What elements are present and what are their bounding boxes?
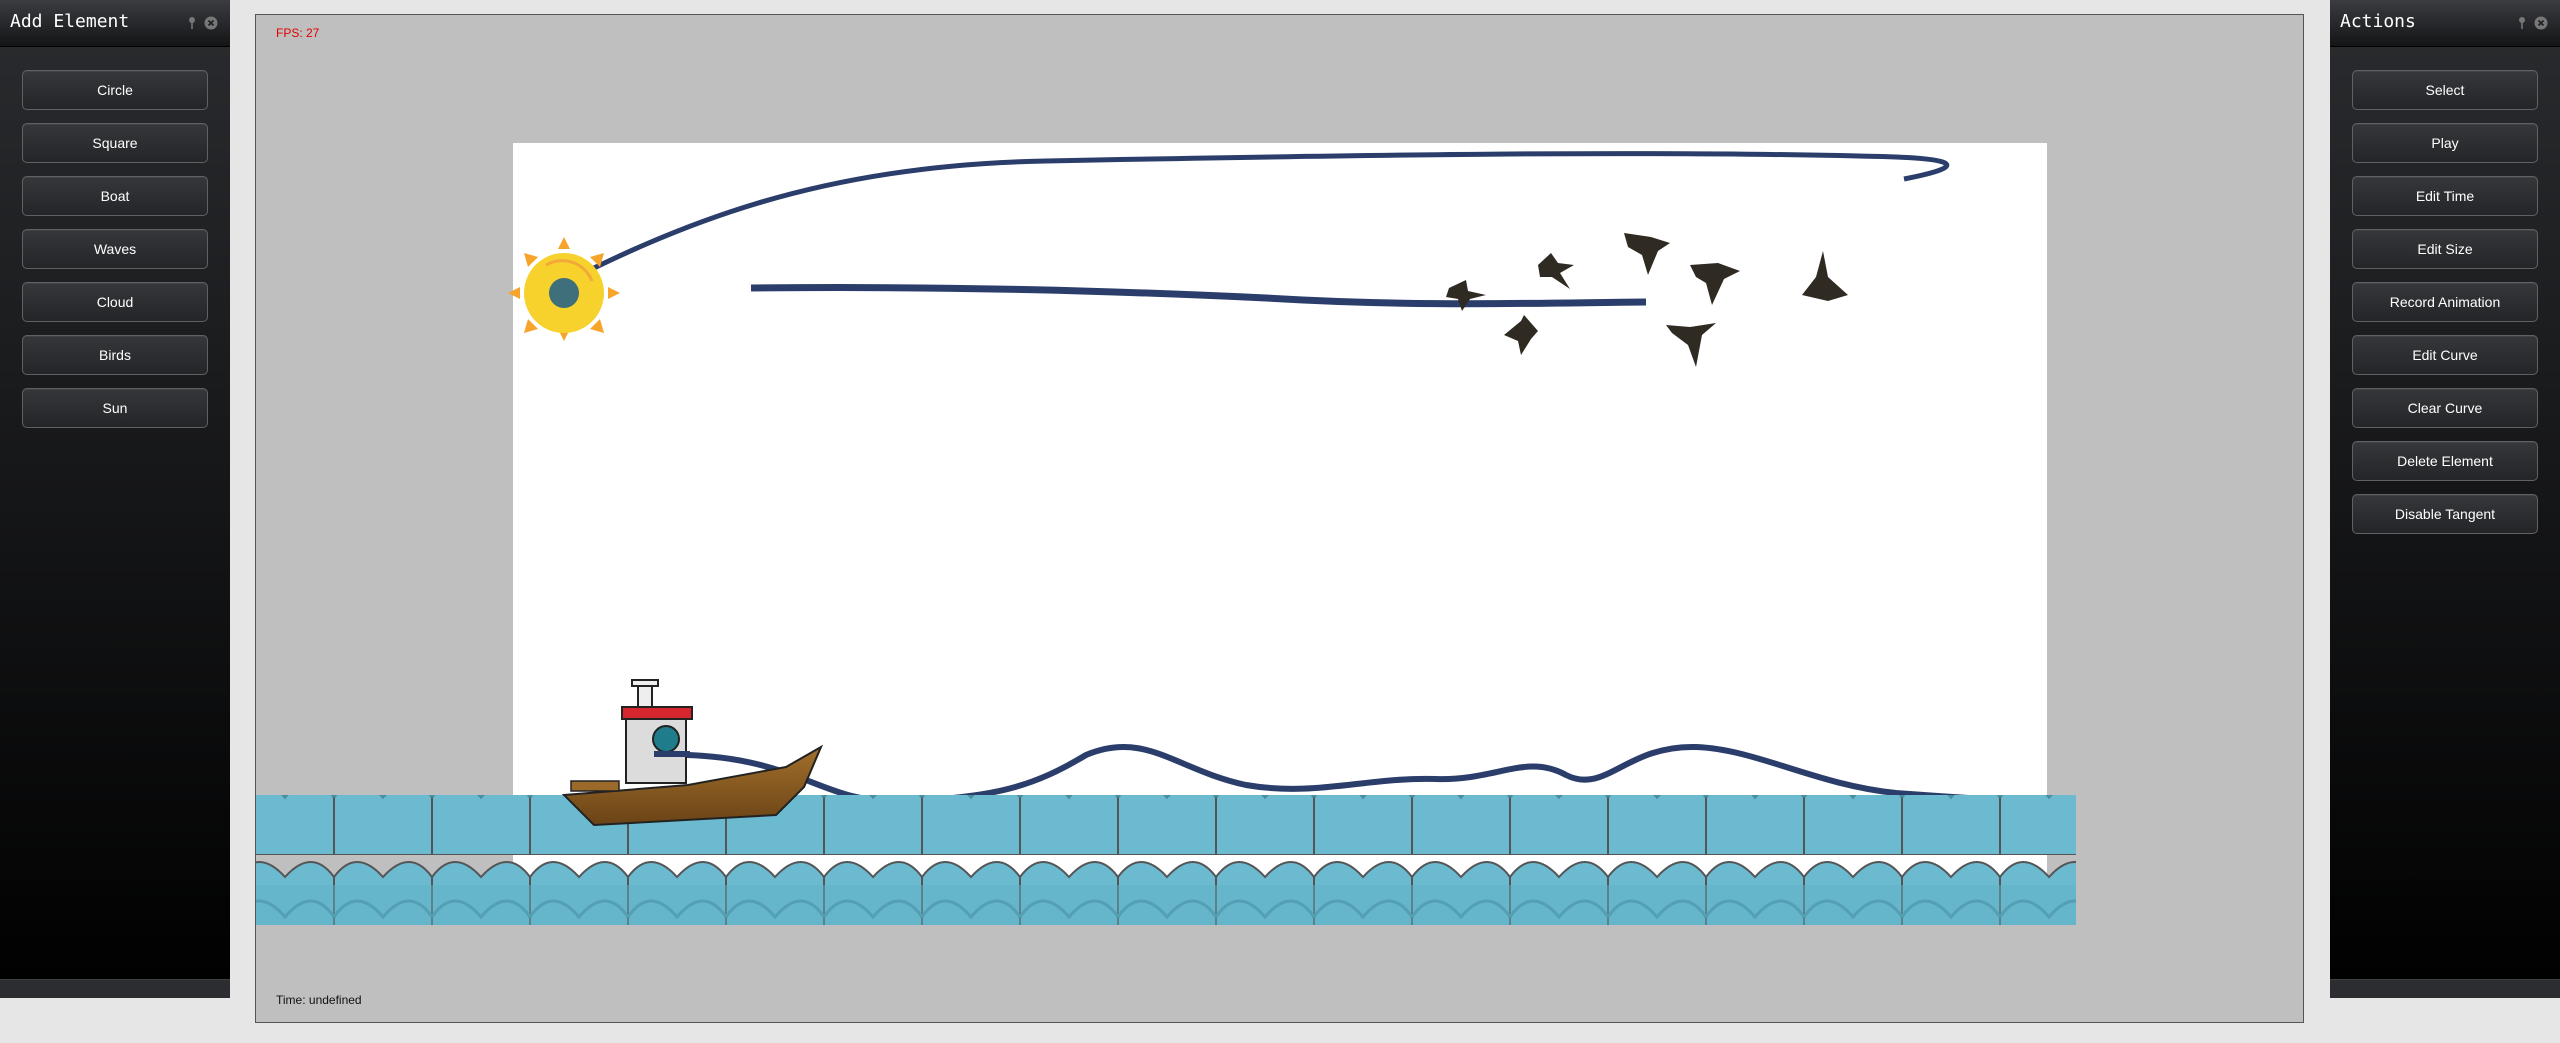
sun-element[interactable] [508, 237, 620, 341]
panel-title: Add Element [10, 11, 130, 32]
add-cloud-button[interactable]: Cloud [22, 282, 208, 322]
add-waves-button[interactable]: Waves [22, 229, 208, 269]
panel-header-icons [2516, 16, 2550, 30]
add-sun-button[interactable]: Sun [22, 388, 208, 428]
actions-panel-header: Actions [2330, 0, 2560, 47]
add-element-panel-header: Add Element [0, 0, 230, 47]
sun-motion-curve[interactable] [542, 151, 1950, 296]
record-animation-button[interactable]: Record Animation [2352, 282, 2538, 322]
scene-canvas[interactable] [513, 143, 2047, 883]
birds-element[interactable] [1446, 233, 1848, 367]
panel-footer [2330, 979, 2560, 998]
add-element-panel: Add Element Circle Square Boat Waves Clo… [0, 0, 230, 998]
select-button[interactable]: Select [2352, 70, 2538, 110]
waves-element[interactable] [256, 795, 2076, 925]
close-icon[interactable] [2534, 16, 2548, 30]
panel-footer [0, 979, 230, 998]
add-square-button[interactable]: Square [22, 123, 208, 163]
scene-drawing[interactable] [256, 15, 2304, 1023]
pin-icon[interactable] [2516, 16, 2528, 30]
edit-size-button[interactable]: Edit Size [2352, 229, 2538, 269]
boat-motion-curve[interactable] [650, 743, 2031, 805]
time-display: Time: undefined [276, 993, 362, 1007]
play-button[interactable]: Play [2352, 123, 2538, 163]
fps-counter: FPS: 27 [276, 26, 320, 40]
birds-motion-curve[interactable] [750, 284, 1647, 308]
disable-tangent-button[interactable]: Disable Tangent [2352, 494, 2538, 534]
edit-curve-button[interactable]: Edit Curve [2352, 335, 2538, 375]
add-circle-button[interactable]: Circle [22, 70, 208, 110]
delete-element-button[interactable]: Delete Element [2352, 441, 2538, 481]
actions-panel: Actions Select Play Edit Time Edit Size … [2330, 0, 2560, 998]
add-birds-button[interactable]: Birds [22, 335, 208, 375]
close-icon[interactable] [204, 16, 218, 30]
edit-time-button[interactable]: Edit Time [2352, 176, 2538, 216]
boat-element[interactable] [561, 679, 824, 827]
panel-header-icons [186, 16, 220, 30]
clear-curve-button[interactable]: Clear Curve [2352, 388, 2538, 428]
panel-title: Actions [2340, 11, 2416, 32]
animation-stage[interactable]: FPS: 27 [255, 14, 2304, 1023]
add-boat-button[interactable]: Boat [22, 176, 208, 216]
pin-icon[interactable] [186, 16, 198, 30]
